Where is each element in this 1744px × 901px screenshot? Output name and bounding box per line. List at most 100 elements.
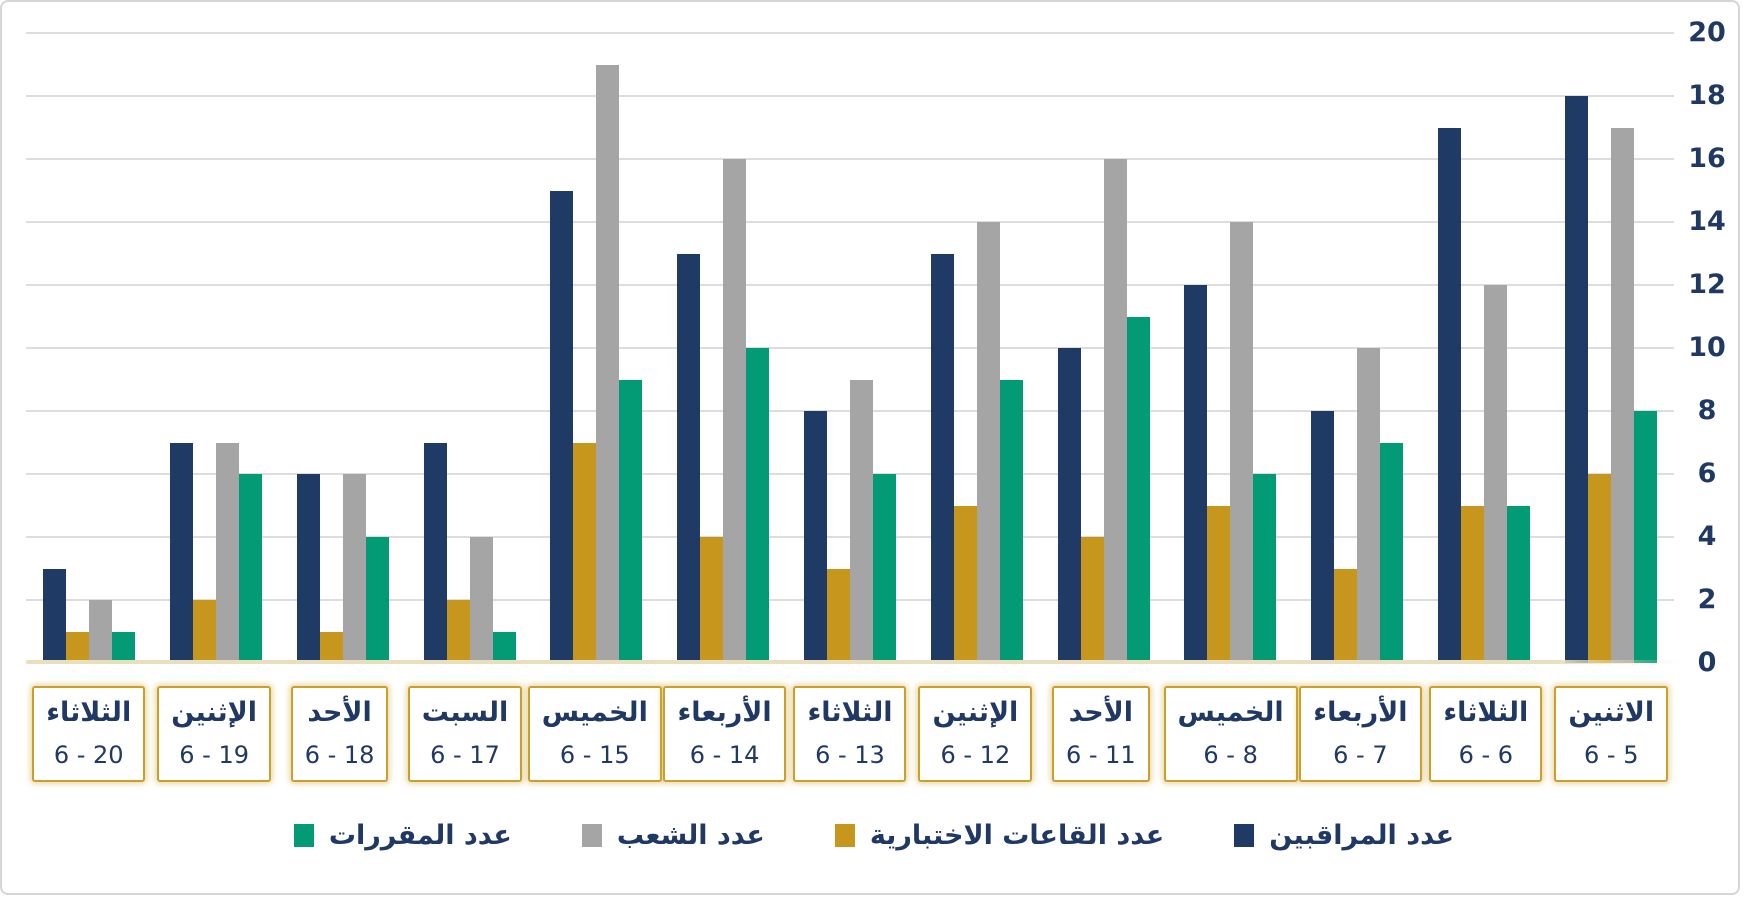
- value-axis-tick: 8: [1697, 395, 1717, 426]
- bar: [573, 442, 597, 663]
- legend-swatch-icon: [834, 824, 855, 847]
- bar: [216, 442, 240, 663]
- bar: [1103, 159, 1127, 663]
- category-label-cell: الخميس 6 - 8: [1163, 686, 1298, 782]
- legend-label: عدد المقررات: [328, 820, 512, 851]
- bar: [677, 253, 701, 663]
- bar: [89, 600, 113, 663]
- bar: [1483, 285, 1507, 663]
- category-day-label: الإثنين: [171, 697, 258, 728]
- value-axis: 0 2 4 6 8 10 12 14 16 18 20: [1678, 2, 1736, 901]
- bar: [1311, 411, 1335, 663]
- bar: [1437, 127, 1461, 663]
- bar-group: [533, 33, 660, 663]
- value-axis-tick: 12: [1688, 269, 1726, 300]
- category-label-cell: الإثنين 6 - 19: [151, 686, 276, 782]
- bar: [746, 348, 770, 663]
- plot-area: [26, 32, 1674, 663]
- category-label-box: الأحد 6 - 11: [1051, 686, 1150, 782]
- bar: [1587, 474, 1611, 663]
- category-label-cell: الخميس 6 - 15: [527, 686, 662, 782]
- legend-label: عدد الشعب: [616, 820, 765, 851]
- gridline: [26, 158, 1674, 160]
- bar: [492, 631, 516, 663]
- category-day-label: الأحد: [307, 697, 372, 728]
- category-date-label: 6 - 7: [1333, 741, 1388, 769]
- bar: [1334, 568, 1358, 663]
- bar: [1126, 316, 1150, 663]
- category-label-box: الأربعاء 6 - 14: [663, 686, 786, 782]
- category-date-label: 6 - 18: [304, 741, 375, 769]
- gridline: [26, 221, 1674, 223]
- bar: [1610, 127, 1634, 663]
- legend: عدد المقررات عدد الشعب عدد القاعات الاختبا…: [2, 820, 1744, 851]
- bar: [723, 159, 747, 663]
- bar: [239, 474, 263, 663]
- bar: [826, 568, 850, 663]
- category-day-label: السبت: [421, 697, 509, 728]
- category-date-label: 6 - 13: [815, 741, 885, 769]
- bar: [193, 600, 217, 663]
- legend-item: عدد القاعات الاختبارية: [834, 820, 1165, 851]
- category-date-label: 6 - 15: [559, 741, 630, 769]
- bar-group: [280, 33, 407, 663]
- value-axis-tick: 0: [1697, 647, 1717, 678]
- bar: [700, 537, 724, 663]
- bar: [1564, 96, 1588, 663]
- bar: [619, 379, 643, 663]
- gridline: [26, 347, 1674, 349]
- category-axis-labels: الثلاثاء 6 - 20 الإثنين 6 - 19 الأحد 6 - 18 ال…: [26, 686, 1674, 782]
- bar: [1633, 411, 1657, 663]
- bar: [1184, 285, 1208, 663]
- bar-group: [1420, 33, 1547, 663]
- bar: [1057, 348, 1081, 663]
- category-label-cell: الأربعاء 6 - 14: [662, 686, 787, 782]
- category-label-box: الثلاثاء 6 - 20: [32, 686, 146, 782]
- value-axis-tick: 18: [1688, 80, 1726, 111]
- category-label-box: الأحد 6 - 18: [290, 686, 389, 782]
- bar: [365, 537, 389, 663]
- category-date-label: 6 - 5: [1584, 741, 1639, 769]
- category-day-label: الثلاثاء: [46, 697, 132, 728]
- gridline: [26, 95, 1674, 97]
- category-label-box: الإثنين 6 - 19: [157, 686, 272, 782]
- gridline: [26, 284, 1674, 286]
- category-label-box: الثلاثاء 6 - 6: [1429, 686, 1543, 782]
- bar: [1253, 474, 1277, 663]
- category-date-label: 6 - 19: [179, 741, 249, 769]
- category-label-box: الاثنين 6 - 5: [1554, 686, 1669, 782]
- category-label-cell: الثلاثاء 6 - 20: [26, 686, 151, 782]
- value-axis-tick: 6: [1697, 458, 1717, 489]
- bar-group: [787, 33, 914, 663]
- bar-group: [913, 33, 1040, 663]
- category-date-label: 6 - 6: [1458, 741, 1514, 769]
- category-label-cell: الأحد 6 - 11: [1038, 686, 1163, 782]
- value-axis-tick: 14: [1688, 206, 1726, 237]
- bar: [423, 442, 447, 663]
- category-day-label: الأحد: [1068, 697, 1134, 728]
- legend-swatch-icon: [581, 824, 602, 847]
- value-axis-tick: 20: [1688, 17, 1726, 48]
- bar: [999, 379, 1023, 663]
- category-date-label: 6 - 20: [53, 741, 124, 769]
- category-day-label: الأربعاء: [677, 697, 772, 728]
- bar-group: [660, 33, 787, 663]
- bar: [342, 474, 366, 663]
- bar: [66, 631, 90, 663]
- bar: [1080, 537, 1104, 663]
- bar: [849, 379, 873, 663]
- bar-group: [1040, 33, 1167, 663]
- category-label-box: الأربعاء 6 - 7: [1299, 686, 1422, 782]
- category-label-box: الثلاثاء 6 - 13: [793, 686, 907, 782]
- bar: [1460, 505, 1484, 663]
- category-day-label: الأربعاء: [1313, 697, 1408, 728]
- bar-group: [26, 33, 153, 663]
- x-axis-line: [26, 660, 1682, 664]
- bar: [112, 631, 136, 663]
- value-axis-tick: 16: [1688, 143, 1726, 174]
- legend-label: عدد القاعات الاختبارية: [869, 820, 1165, 851]
- bar: [1357, 348, 1381, 663]
- value-axis-tick: 10: [1688, 332, 1726, 363]
- bar: [319, 631, 343, 663]
